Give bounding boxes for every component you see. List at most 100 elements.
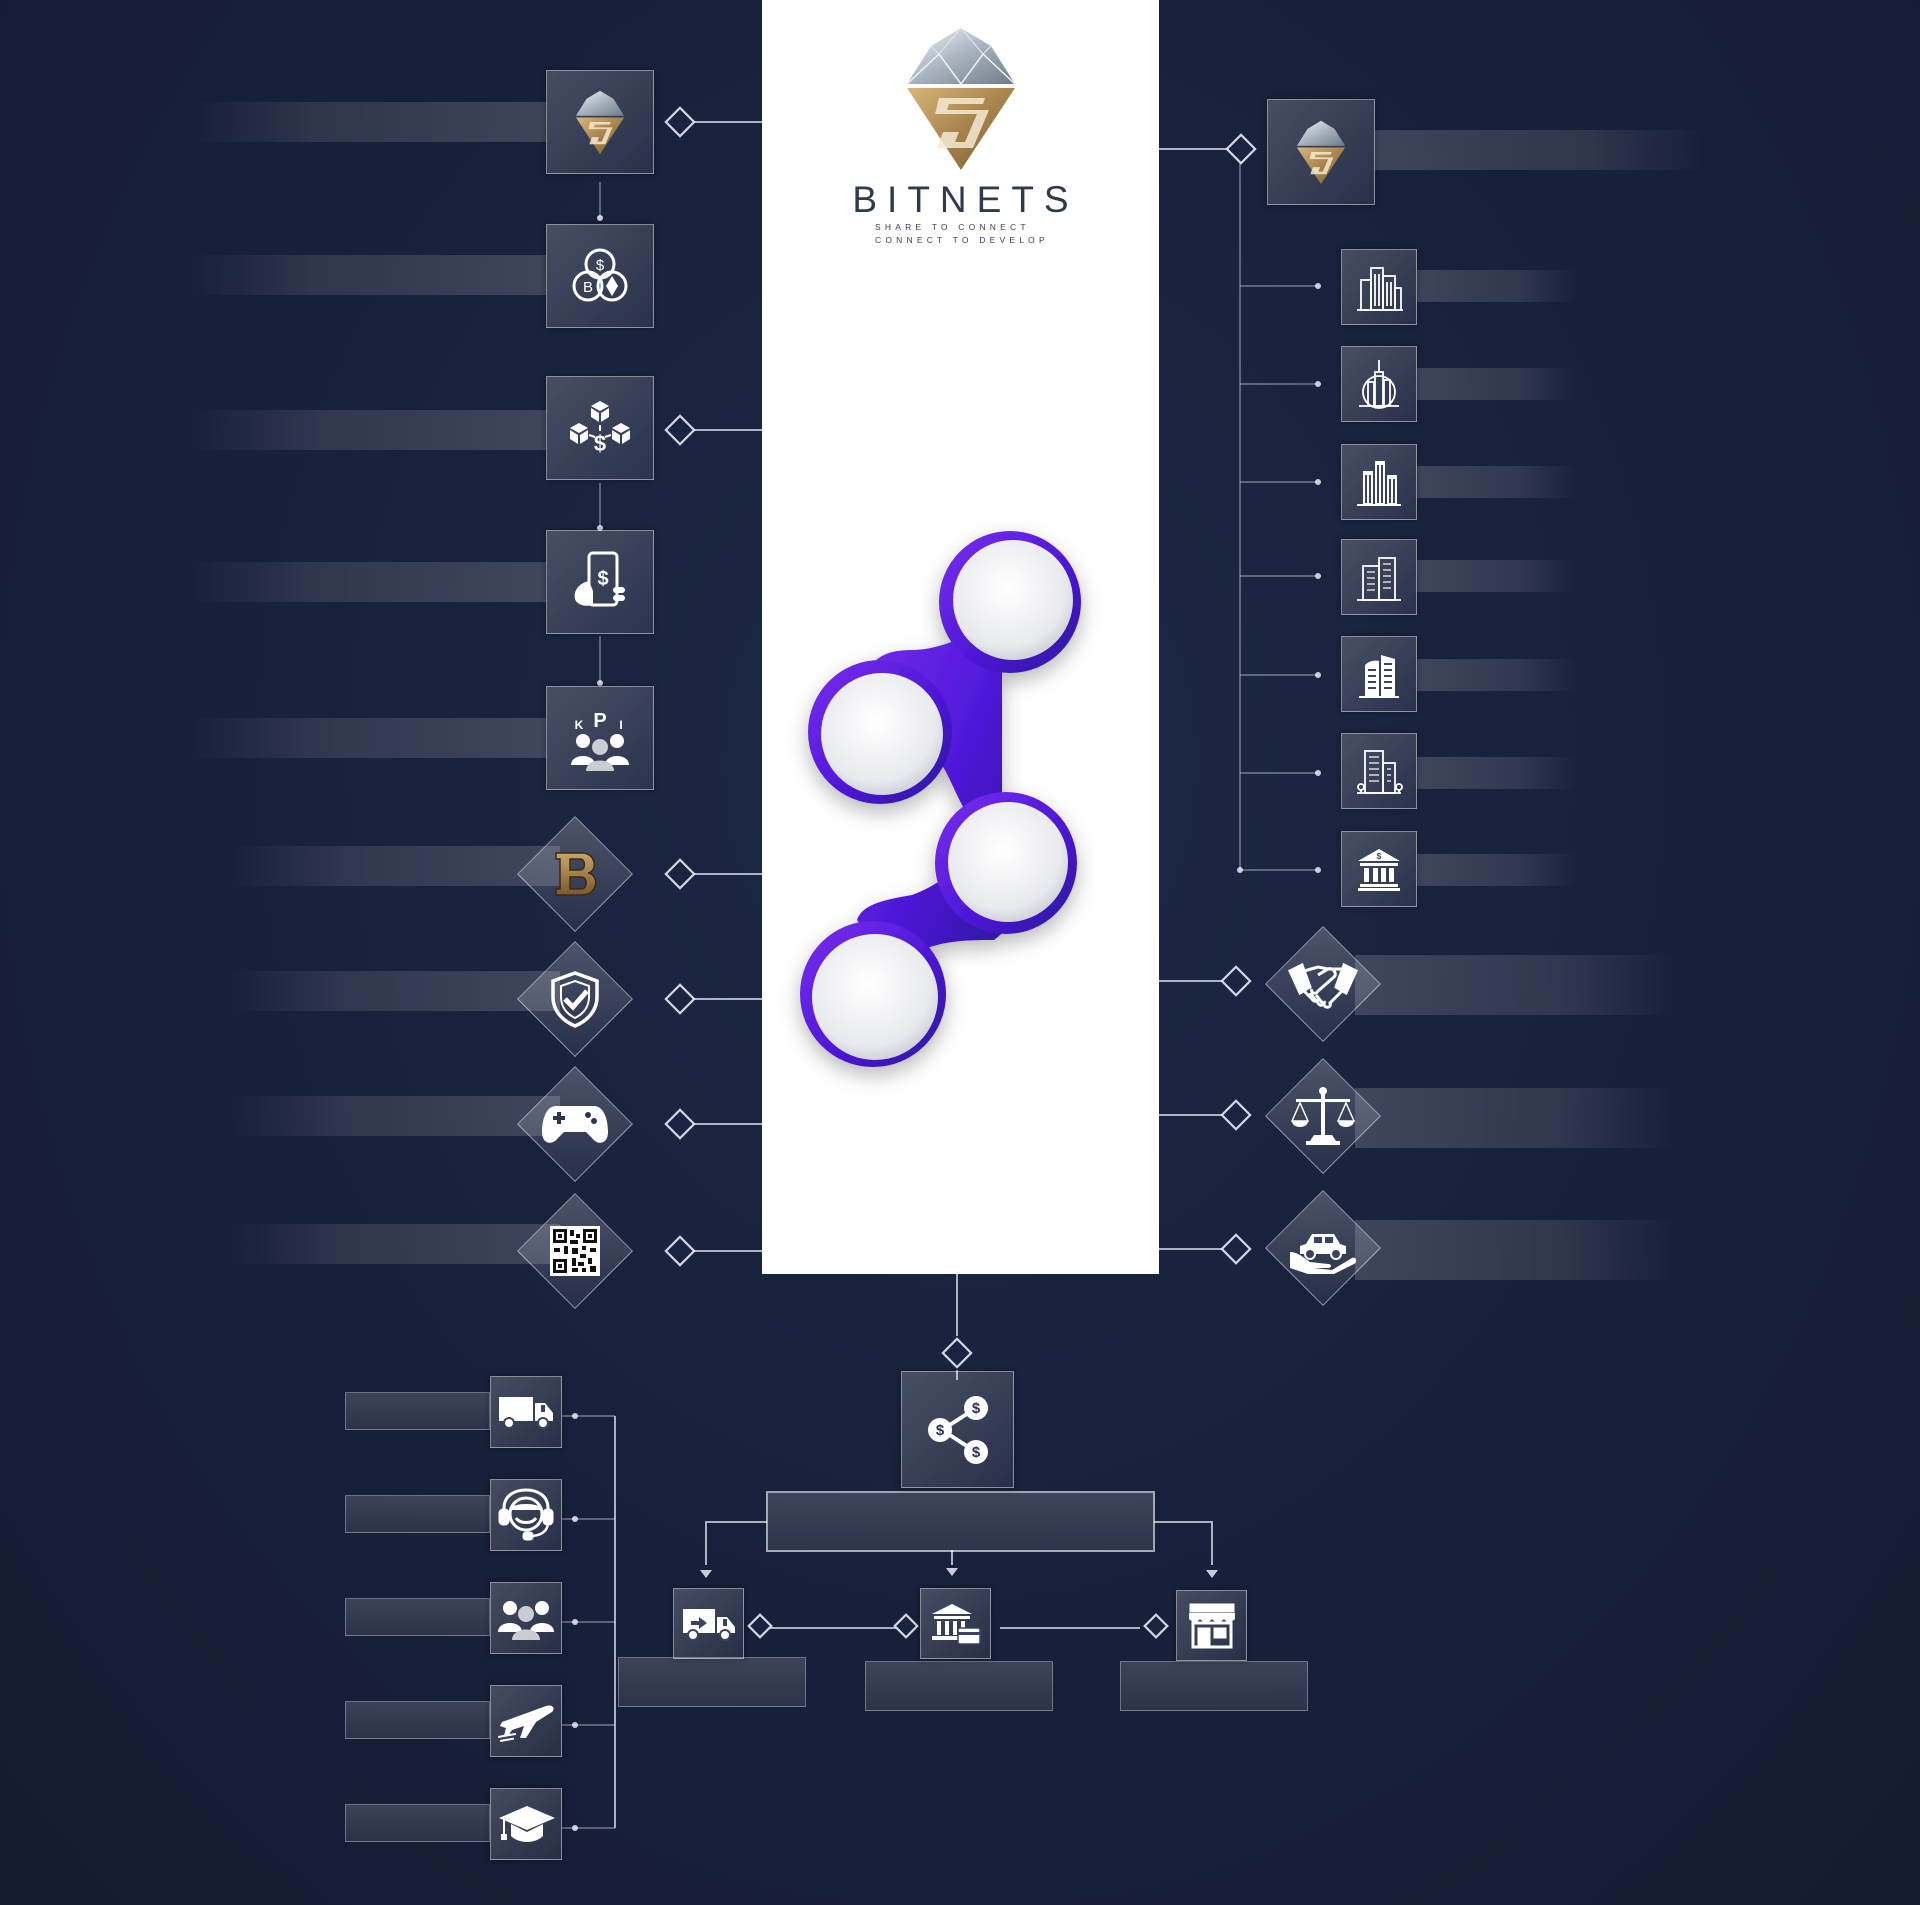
modern-building-icon	[1359, 655, 1399, 698]
svg-text:$: $	[597, 568, 608, 590]
kpi-node[interactable]: K P I	[546, 686, 654, 790]
qr-node[interactable]	[516, 1192, 634, 1310]
store-icon	[1188, 1603, 1235, 1648]
label-bar	[230, 1096, 560, 1136]
label-bar	[1417, 270, 1577, 302]
svg-text:K: K	[575, 718, 584, 732]
svg-text:P: P	[593, 710, 606, 732]
crypto-coins-icon: $ B	[572, 248, 628, 302]
label-bar	[1355, 1220, 1675, 1280]
brand-logo: BITNETS SHARE TO CONNECT CONNECT TO DEVE…	[762, 24, 1159, 247]
label-box	[618, 1657, 806, 1707]
bitnets-node[interactable]	[546, 70, 654, 174]
logistics-node[interactable]	[673, 1588, 744, 1659]
bitnets-node-right[interactable]	[1267, 99, 1375, 205]
bank-node[interactable]: $	[1341, 831, 1417, 907]
label-bar	[1417, 659, 1577, 691]
mobile-payment-icon: $	[574, 551, 625, 607]
community-node[interactable]	[490, 1582, 562, 1654]
car-insurance-node[interactable]	[1264, 1189, 1382, 1307]
svg-text:$: $	[594, 431, 606, 456]
step-circle-3	[948, 802, 1068, 922]
tower-block-icon	[1357, 750, 1403, 794]
modern-building-node[interactable]	[1341, 636, 1417, 712]
svg-text:$: $	[1377, 852, 1382, 861]
qr-code-icon	[550, 1226, 600, 1276]
share-node[interactable]: $ $ $	[901, 1371, 1014, 1488]
office-building-icon	[1357, 557, 1401, 601]
label-bar	[1417, 560, 1577, 592]
label-bar	[190, 718, 546, 758]
blockchain-node[interactable]: $	[546, 376, 654, 480]
label-bar	[1417, 854, 1577, 886]
label-bar	[1355, 1088, 1675, 1148]
label-bar	[1417, 757, 1577, 789]
legal-node[interactable]	[1264, 1057, 1382, 1175]
blockchain-payment-icon: $	[570, 401, 630, 456]
label-box	[345, 1392, 490, 1430]
gaming-node[interactable]	[516, 1065, 634, 1183]
brand-name: BITNETS	[852, 179, 1079, 220]
city-buildings-icon	[1357, 267, 1403, 311]
tagline-1: SHARE TO CONNECT	[875, 222, 1030, 232]
step-circle-4	[812, 934, 938, 1060]
step-circles-graphic	[800, 531, 1081, 1067]
handshake-icon	[1288, 962, 1358, 1009]
label-bar	[1375, 130, 1705, 170]
kpi-team-icon: K P I	[571, 710, 629, 771]
label-box	[345, 1495, 490, 1533]
office-towers-icon	[1357, 461, 1401, 506]
transport-node[interactable]	[490, 1376, 562, 1448]
car-insurance-icon	[1290, 1234, 1357, 1274]
support-node[interactable]	[490, 1479, 562, 1551]
step-circle-1	[953, 540, 1073, 660]
bank-icon: $	[1358, 849, 1400, 891]
label-box	[1120, 1661, 1308, 1711]
airplane-icon	[498, 1705, 554, 1742]
office-towers-node[interactable]	[1341, 444, 1417, 520]
justice-scale-icon	[1290, 1087, 1356, 1145]
label-bar	[1355, 955, 1675, 1015]
security-node[interactable]	[516, 940, 634, 1058]
label-box	[345, 1701, 490, 1739]
office-building-node[interactable]	[1341, 539, 1417, 615]
store-node[interactable]	[1176, 1590, 1247, 1661]
tower-block-node[interactable]	[1341, 733, 1417, 809]
security-shield-icon	[551, 971, 599, 1028]
travel-node[interactable]	[490, 1685, 562, 1757]
skyscraper-icon	[1359, 360, 1399, 409]
label-box	[345, 1598, 490, 1636]
label-bar	[190, 410, 546, 450]
city-node[interactable]	[1341, 249, 1417, 325]
skyscraper-node[interactable]	[1341, 346, 1417, 422]
svg-text:$: $	[935, 1422, 944, 1439]
bitnets-logo-icon	[575, 90, 625, 155]
label-bar	[190, 255, 546, 295]
b-token-icon	[555, 852, 597, 896]
label-box	[865, 1661, 1053, 1711]
crypto-node[interactable]: $ B	[546, 224, 654, 328]
label-bar	[230, 846, 560, 886]
svg-text:$: $	[971, 1400, 980, 1417]
delivery-van-icon	[682, 1608, 735, 1641]
education-node[interactable]	[490, 1788, 562, 1860]
share-money-icon: $ $ $	[927, 1395, 988, 1464]
svg-text:$: $	[971, 1444, 980, 1461]
bank-payment-node[interactable]	[920, 1588, 991, 1659]
bitnets-logo-icon	[1296, 120, 1346, 185]
mobile-payment-node[interactable]: $	[546, 530, 654, 634]
label-bar	[230, 1224, 560, 1264]
bank-payment-icon	[931, 1603, 981, 1645]
delivery-truck-icon	[499, 1397, 553, 1429]
tagline-2: CONNECT TO DEVELOP	[875, 235, 1049, 245]
label-bar	[190, 562, 546, 602]
label-box	[766, 1491, 1155, 1552]
label-bar	[230, 971, 560, 1011]
b-token-node[interactable]	[516, 815, 634, 933]
svg-text:B: B	[583, 279, 593, 296]
partnership-node[interactable]	[1264, 925, 1382, 1043]
gamepad-icon	[542, 1106, 608, 1143]
community-icon	[498, 1601, 554, 1640]
svg-text:$: $	[596, 257, 605, 274]
